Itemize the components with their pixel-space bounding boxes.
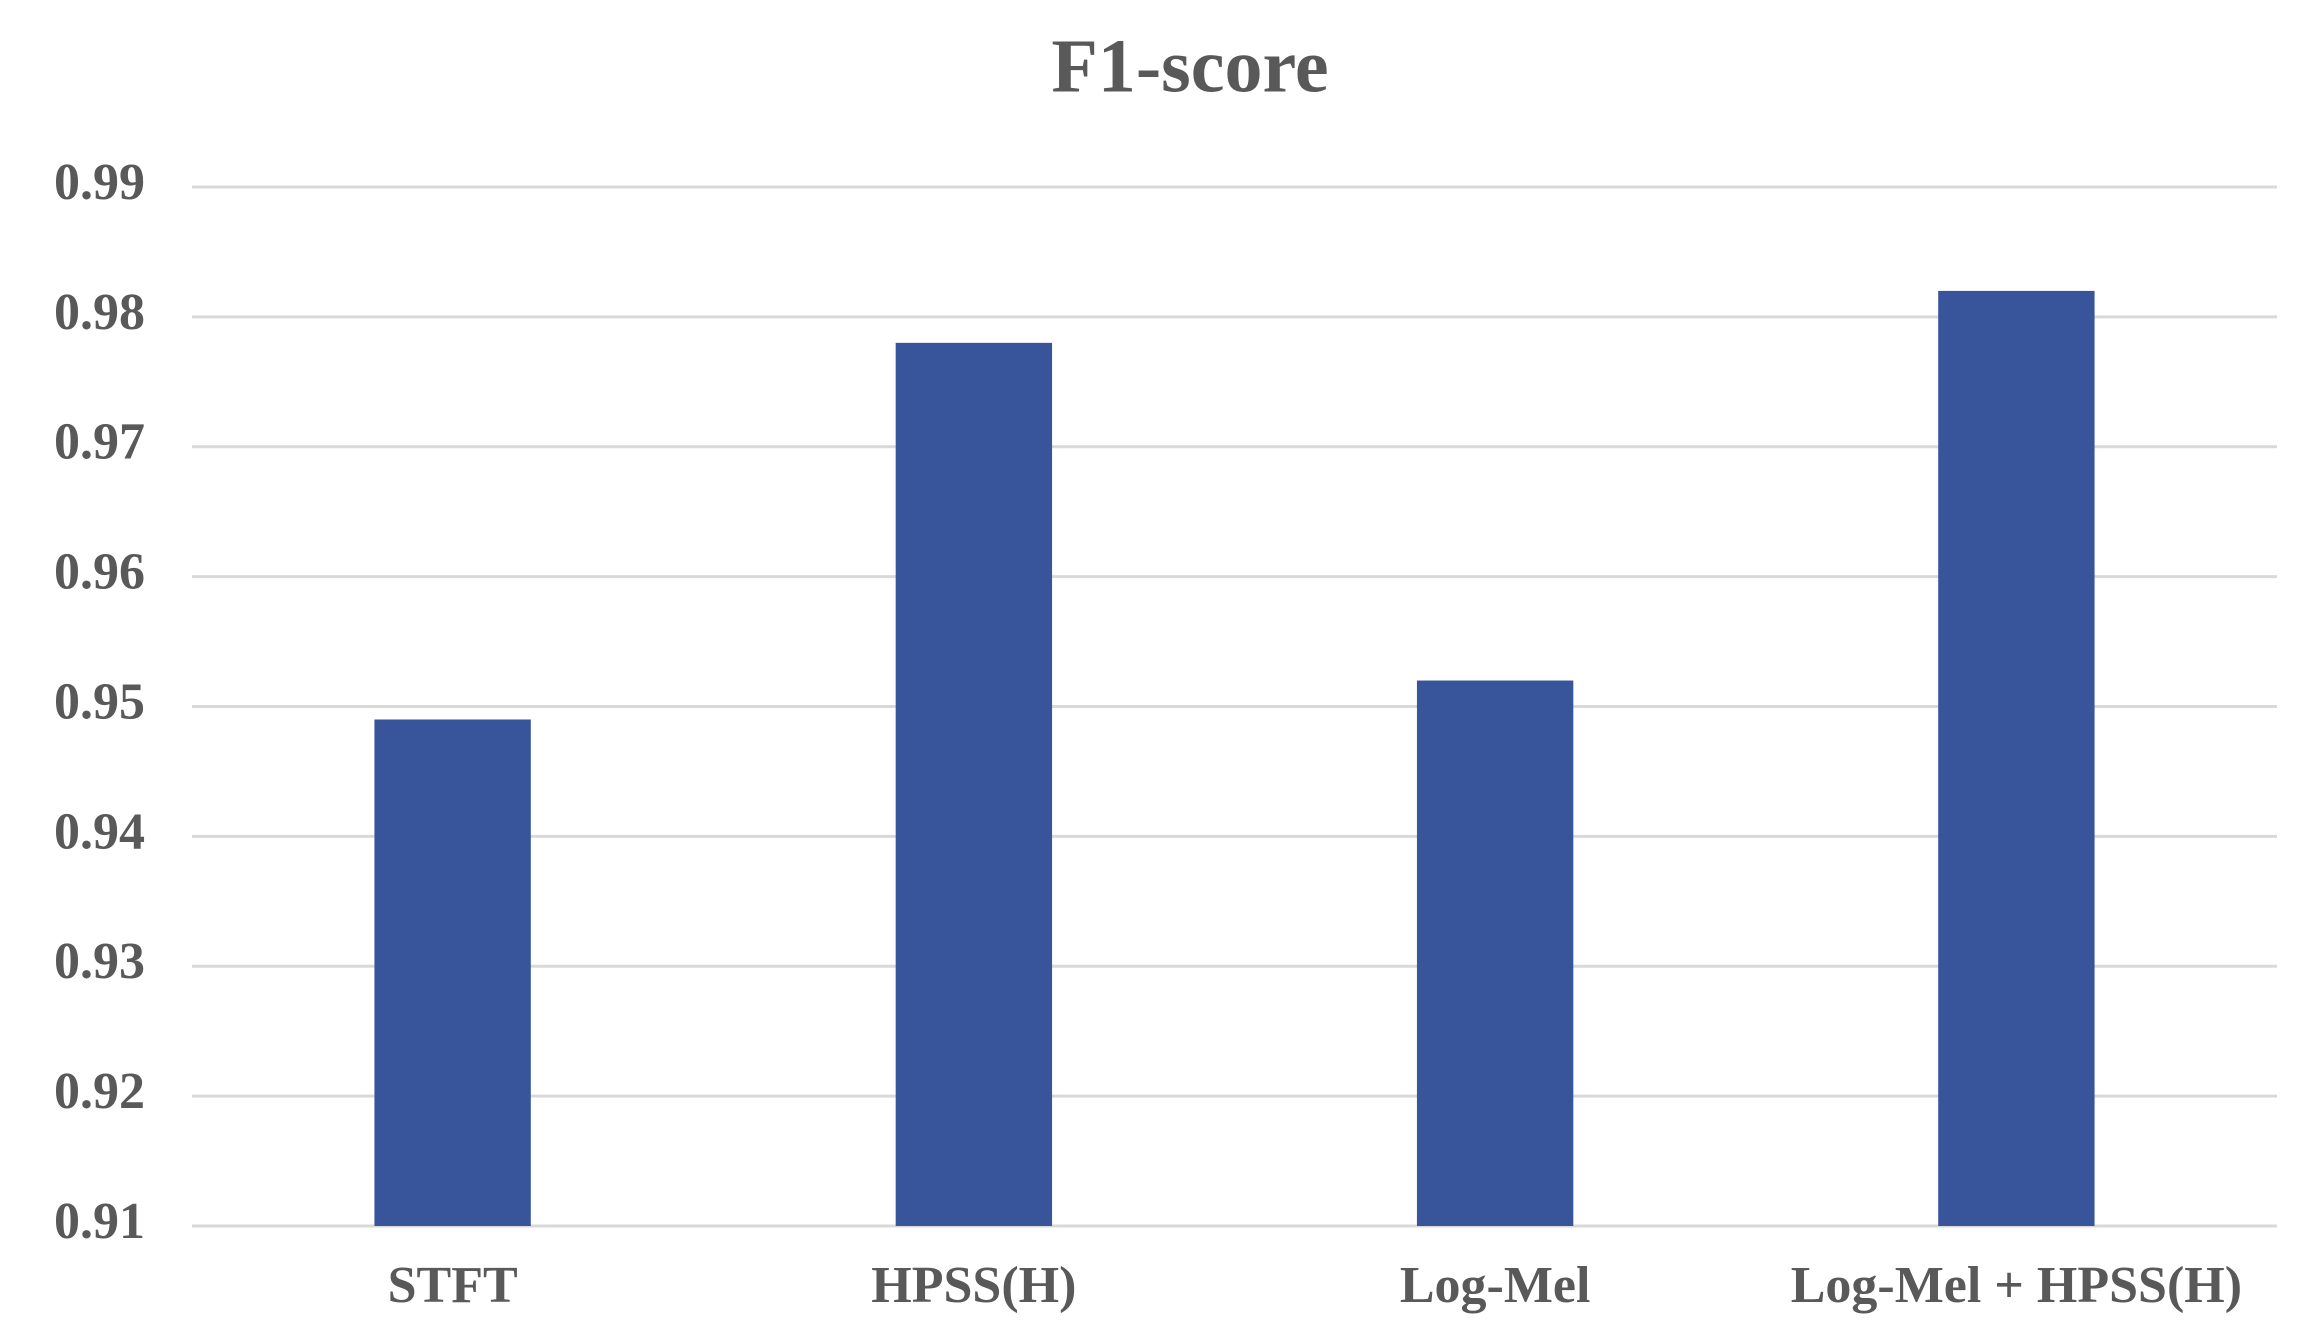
chart-title: F1-score [1051, 24, 1328, 108]
bar [895, 342, 1053, 1227]
y-tick-label: 0.96 [54, 544, 145, 601]
y-tick-label: 0.95 [54, 673, 145, 730]
bar [374, 719, 531, 1226]
y-tick-label: 0.99 [54, 154, 145, 211]
bar [1938, 290, 2095, 1226]
y-tick-label: 0.91 [54, 1193, 145, 1250]
x-tick-label: Log-Mel + HPSS(H) [1791, 1257, 2242, 1314]
y-tick-label: 0.92 [54, 1063, 145, 1120]
y-tick-label: 0.94 [54, 803, 145, 860]
x-tick-label: Log-Mel [1400, 1257, 1591, 1314]
y-tick-label: 0.93 [54, 933, 145, 990]
y-tick-label: 0.97 [54, 414, 145, 471]
x-tick-label: STFT [388, 1257, 518, 1314]
x-tick-label: HPSS(H) [871, 1257, 1076, 1314]
bar [1416, 680, 1574, 1226]
y-tick-label: 0.98 [54, 284, 145, 341]
